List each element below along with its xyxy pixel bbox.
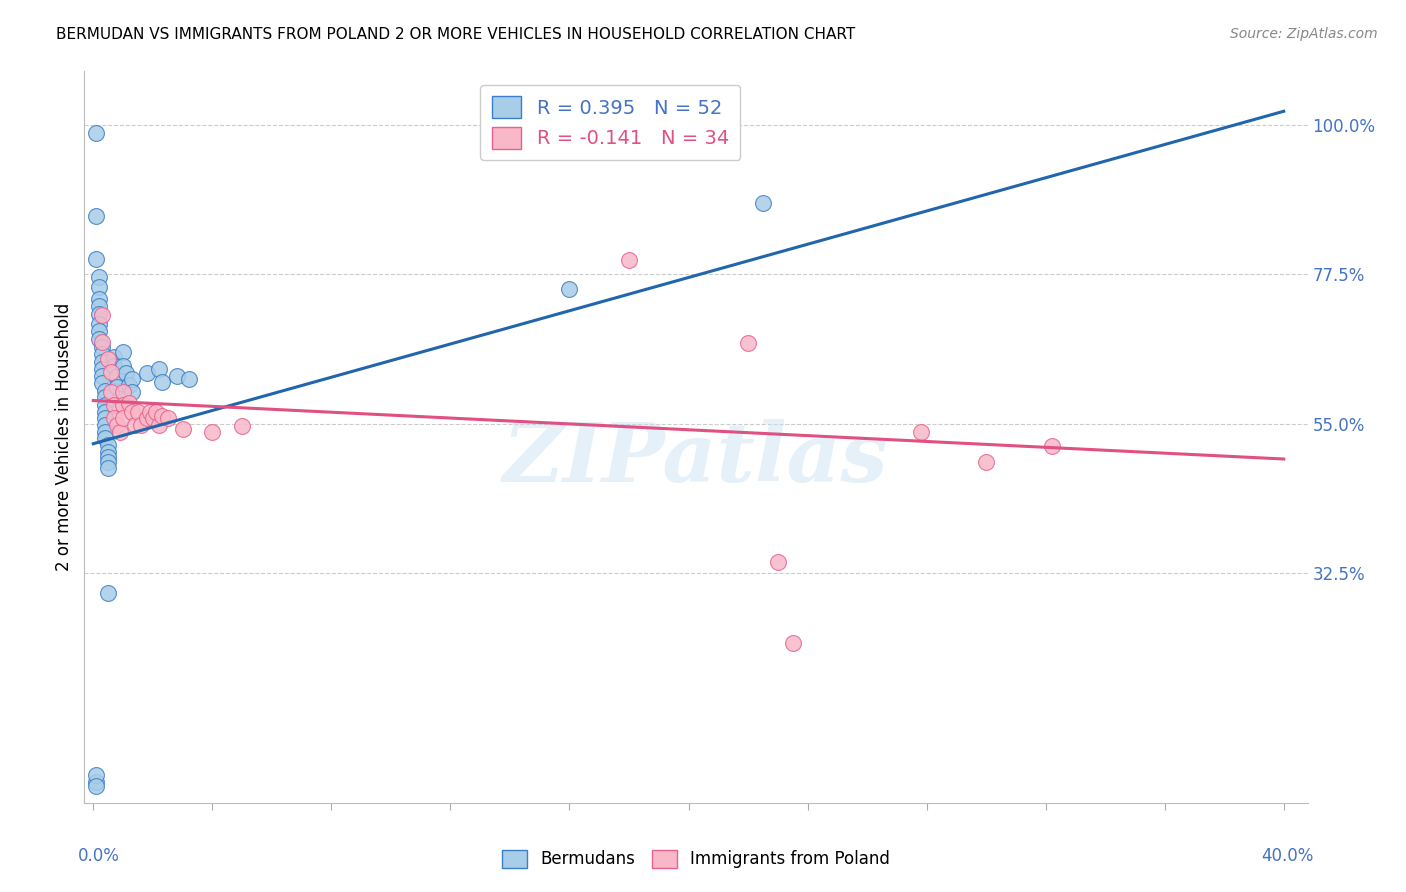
Point xyxy=(84,126,107,140)
Point xyxy=(89,332,111,346)
Point xyxy=(97,450,120,464)
Point xyxy=(156,411,179,425)
Point xyxy=(84,779,107,793)
Point xyxy=(617,252,640,267)
Point xyxy=(97,444,120,458)
Point xyxy=(782,636,804,650)
Point xyxy=(91,361,114,376)
Point xyxy=(103,398,125,412)
Point xyxy=(89,270,111,285)
Point xyxy=(91,368,114,383)
Point xyxy=(766,555,789,569)
Point xyxy=(105,418,128,433)
Point xyxy=(91,340,114,354)
Point xyxy=(97,438,120,452)
Point xyxy=(100,384,122,399)
Point xyxy=(118,395,141,409)
Point xyxy=(97,351,120,366)
Point xyxy=(94,425,117,439)
Point xyxy=(94,390,117,404)
Point xyxy=(94,418,117,433)
Point xyxy=(105,368,128,383)
Point xyxy=(145,405,167,419)
Point xyxy=(103,359,125,373)
Point xyxy=(84,252,107,266)
Point xyxy=(231,418,253,433)
Point xyxy=(139,405,162,419)
Point xyxy=(89,280,111,294)
Point xyxy=(177,372,200,386)
Point xyxy=(910,425,932,440)
Point xyxy=(142,411,165,425)
Point xyxy=(94,431,117,445)
Point xyxy=(100,365,122,379)
Point xyxy=(108,425,131,439)
Y-axis label: 2 or more Vehicles in Household: 2 or more Vehicles in Household xyxy=(55,303,73,571)
Point xyxy=(91,376,114,390)
Point xyxy=(166,368,188,383)
Point xyxy=(1040,439,1063,453)
Text: 40.0%: 40.0% xyxy=(1261,847,1313,864)
Point xyxy=(91,309,114,323)
Point xyxy=(201,425,224,440)
Point xyxy=(135,411,157,425)
Point xyxy=(97,586,120,600)
Point xyxy=(115,366,138,380)
Point xyxy=(118,378,141,392)
Point xyxy=(752,196,775,211)
Legend: Bermudans, Immigrants from Poland: Bermudans, Immigrants from Poland xyxy=(495,843,897,875)
Point xyxy=(112,345,135,359)
Point xyxy=(89,299,111,313)
Point xyxy=(97,461,120,475)
Point xyxy=(121,372,143,386)
Point xyxy=(737,335,759,350)
Point xyxy=(94,384,117,398)
Point xyxy=(103,351,125,365)
Point xyxy=(89,317,111,331)
Point xyxy=(84,210,107,224)
Point xyxy=(89,292,111,306)
Point xyxy=(127,405,149,419)
Point xyxy=(124,418,146,433)
Point xyxy=(108,392,131,406)
Point xyxy=(974,455,997,469)
Point xyxy=(103,411,125,425)
Point xyxy=(112,359,135,373)
Point xyxy=(94,405,117,419)
Point xyxy=(112,398,135,412)
Point xyxy=(558,283,581,297)
Point xyxy=(105,380,128,394)
Point xyxy=(121,384,143,399)
Text: 0.0%: 0.0% xyxy=(79,847,120,864)
Point xyxy=(89,307,111,321)
Point xyxy=(150,375,173,389)
Point xyxy=(89,324,111,338)
Point xyxy=(148,362,170,376)
Text: BERMUDAN VS IMMIGRANTS FROM POLAND 2 OR MORE VEHICLES IN HOUSEHOLD CORRELATION C: BERMUDAN VS IMMIGRANTS FROM POLAND 2 OR … xyxy=(56,27,855,42)
Point xyxy=(91,334,114,349)
Point xyxy=(84,768,107,782)
Point xyxy=(91,347,114,361)
Text: ZIPatlas: ZIPatlas xyxy=(503,419,889,499)
Point xyxy=(112,384,135,399)
Point xyxy=(97,455,120,469)
Point xyxy=(172,422,194,436)
Point xyxy=(150,409,173,423)
Point xyxy=(121,405,143,419)
Point xyxy=(91,355,114,369)
Point xyxy=(135,366,157,380)
Point xyxy=(129,418,152,433)
Point xyxy=(94,411,117,425)
Text: Source: ZipAtlas.com: Source: ZipAtlas.com xyxy=(1230,27,1378,41)
Point xyxy=(84,774,107,789)
Point xyxy=(94,398,117,412)
Point xyxy=(112,411,135,425)
Point xyxy=(148,418,170,433)
